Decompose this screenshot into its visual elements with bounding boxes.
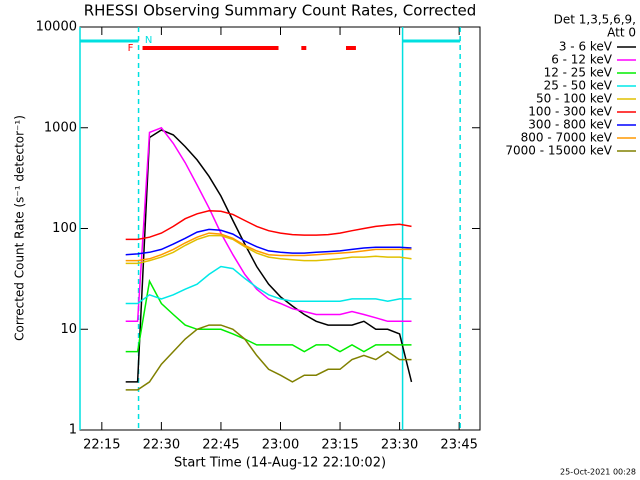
plot-frame [79, 26, 481, 431]
legend-label: 6 - 12 keV [551, 53, 613, 67]
series-line [125, 228, 412, 256]
series-line [125, 210, 412, 241]
series-line [125, 324, 412, 391]
y-tick-label: 10 [60, 322, 77, 337]
legend-header: Det 1,3,5,6,9, [554, 13, 636, 27]
x-tick-label: 22:45 [202, 438, 239, 453]
y-tick-label: 10000 [36, 20, 77, 35]
chart-title: RHESSI Observing Summary Count Rates, Co… [84, 2, 477, 20]
legend-label: 25 - 50 keV [544, 79, 613, 93]
series-line [125, 234, 412, 265]
series-line [125, 232, 412, 262]
legend-label: 800 - 7000 keV [521, 131, 613, 145]
legend-label: 300 - 800 keV [528, 118, 612, 132]
legend-label: 100 - 300 keV [528, 105, 612, 119]
series-line [125, 126, 412, 323]
x-tick-label: 22:15 [83, 438, 120, 453]
series-line [125, 265, 412, 305]
legend-label: 50 - 100 keV [536, 92, 613, 106]
footer: 25-Oct-2021 00:28 [560, 468, 636, 477]
series-line [125, 278, 412, 353]
y-tick-label: 1000 [44, 120, 77, 135]
y-tick-label: 1 [69, 423, 77, 438]
flare-label: F [128, 43, 134, 54]
x-tick-label: 23:45 [440, 438, 477, 453]
legend-label: 3 - 6 keV [559, 40, 613, 54]
series-line [125, 129, 413, 383]
x-tick-label: 23:00 [262, 438, 299, 453]
legend-header: Att 0 [607, 26, 636, 40]
x-tick-label: 22:30 [143, 438, 180, 453]
x-axis-label: Start Time (14-Aug-12 22:10:02) [174, 456, 386, 471]
y-tick-label: 100 [52, 221, 77, 236]
legend-label: 12 - 25 keV [544, 66, 613, 80]
x-tick-label: 23:30 [381, 438, 418, 453]
y-axis-label: Corrected Count Rate (s⁻¹ detector⁻¹) [13, 115, 27, 341]
x-tick-label: 23:15 [321, 438, 358, 453]
legend-label: 7000 - 15000 keV [505, 144, 612, 158]
night-label: N [145, 35, 152, 46]
